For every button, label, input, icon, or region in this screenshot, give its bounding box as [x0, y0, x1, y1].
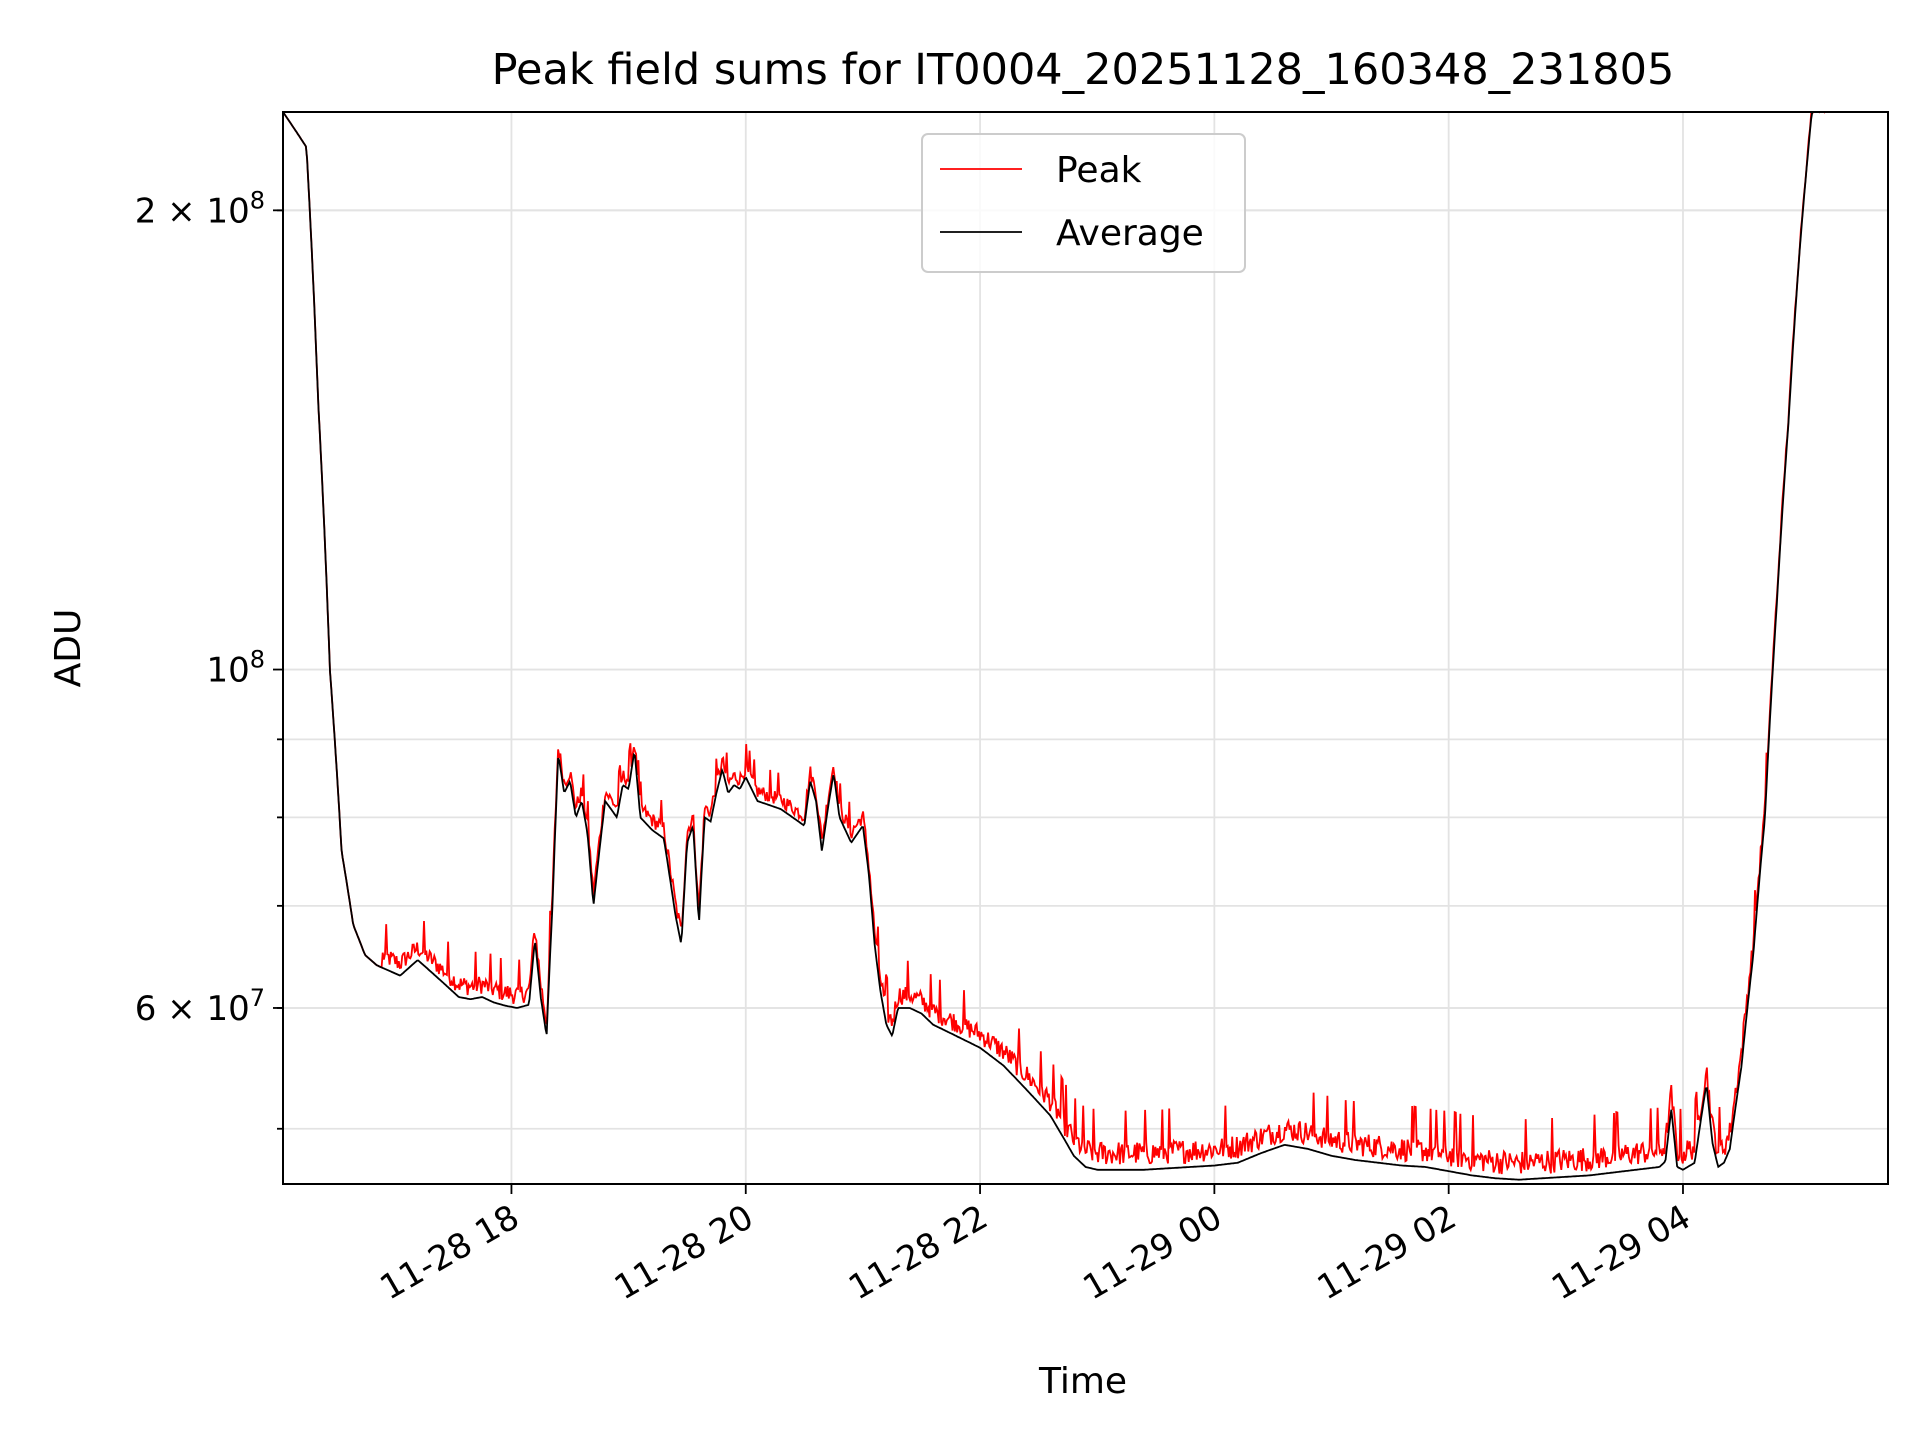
plot-area-frame — [282, 111, 1889, 1185]
y-tick-label: 2 × 108 — [135, 186, 265, 231]
legend-peak-label: Peak — [1056, 150, 1142, 191]
y-tick-label: 6 × 107 — [135, 984, 265, 1029]
y-tick-label: 108 — [206, 646, 265, 691]
x-axis-label: Time — [1038, 1361, 1127, 1402]
series-peak-line — [283, 112, 1888, 1175]
y-axis-label: ADU — [48, 609, 89, 688]
series-average-line — [283, 112, 1888, 1181]
legend-average-label: Average — [1056, 213, 1204, 254]
legend: Peak Average — [921, 133, 1246, 273]
chart-title: Peak field sums for IT0004_20251128_1603… — [492, 45, 1675, 95]
